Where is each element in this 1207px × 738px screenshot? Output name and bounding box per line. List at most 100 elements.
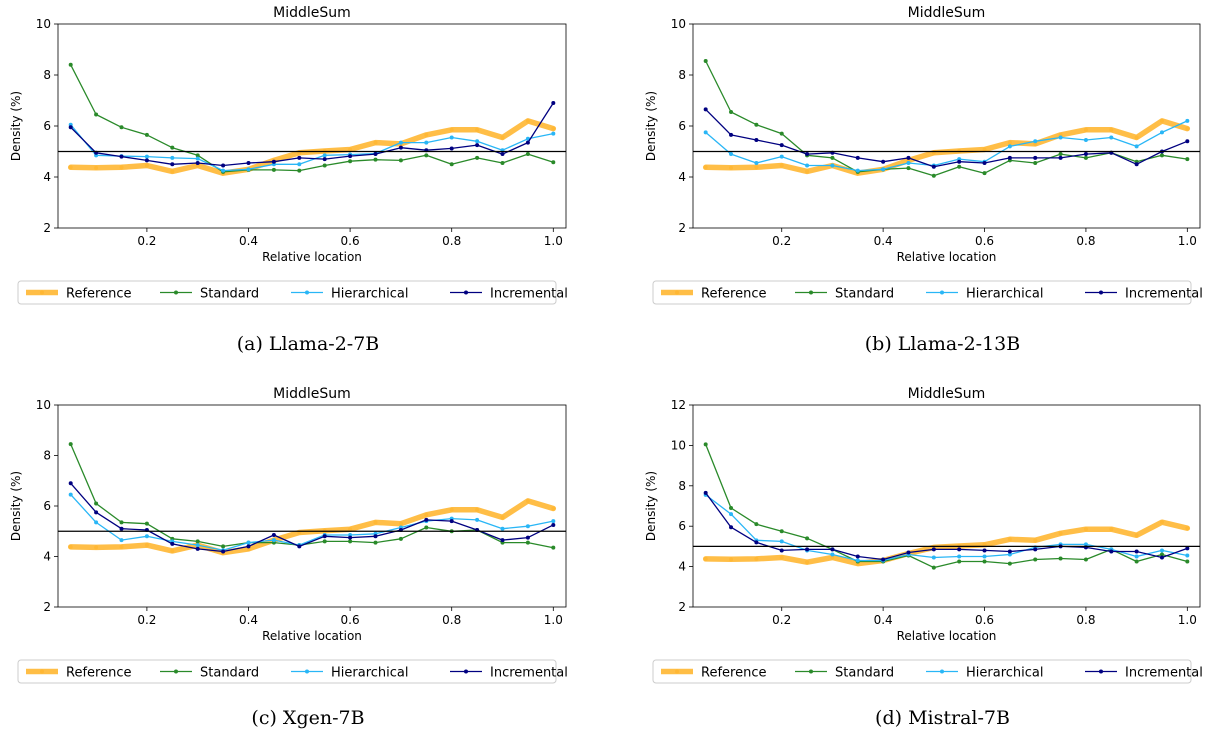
data-point-incremental bbox=[424, 517, 429, 522]
data-point-incremental bbox=[449, 519, 454, 524]
data-point-standard bbox=[398, 536, 403, 541]
data-point-reference bbox=[1159, 118, 1164, 123]
data-point-incremental bbox=[297, 544, 302, 549]
data-point-standard bbox=[1185, 559, 1190, 564]
data-point-standard bbox=[957, 164, 962, 169]
data-point-hierarchical bbox=[931, 555, 936, 560]
legend-marker bbox=[40, 669, 44, 674]
data-point-standard bbox=[805, 536, 810, 541]
x-axis-label: Relative location bbox=[262, 250, 362, 264]
data-point-incremental bbox=[221, 549, 226, 554]
x-tick-label: 1.0 bbox=[1178, 613, 1197, 627]
x-tick-label: 0.6 bbox=[341, 613, 360, 627]
data-point-standard bbox=[779, 529, 784, 534]
data-point-hierarchical bbox=[1185, 553, 1190, 558]
y-tick-label: 2 bbox=[43, 600, 51, 614]
data-point-incremental bbox=[779, 548, 784, 553]
data-point-standard bbox=[195, 539, 200, 544]
data-point-reference bbox=[1007, 140, 1012, 145]
plot-area bbox=[693, 442, 1200, 570]
y-tick-label: 8 bbox=[43, 68, 51, 82]
legend-label-hierarchical: Hierarchical bbox=[331, 666, 408, 681]
data-point-hierarchical bbox=[246, 540, 251, 545]
data-point-reference bbox=[449, 507, 454, 512]
chart-panel-4: MiddleSum 0.2 0.4 0.6 0.8 1.0 2 4 6 8 10 12 Relative… bbox=[644, 386, 1203, 729]
data-point-incremental bbox=[1058, 155, 1063, 160]
chart-panel-1: MiddleSum 0.2 0.4 0.6 0.8 1.0 2 4 6 8 10 Relative l… bbox=[9, 5, 568, 355]
x-tick-label: 1.0 bbox=[544, 613, 563, 627]
data-point-reference bbox=[1058, 531, 1063, 536]
data-point-standard bbox=[982, 171, 987, 176]
data-point-incremental bbox=[957, 547, 962, 552]
plot-area bbox=[693, 58, 1200, 178]
x-tick-label: 0.6 bbox=[341, 234, 360, 248]
series-line-hierarchical bbox=[70, 124, 554, 172]
data-point-reference bbox=[982, 147, 987, 152]
data-point-reference bbox=[119, 544, 124, 549]
legend-marker bbox=[940, 669, 944, 674]
data-point-reference bbox=[729, 165, 734, 170]
data-point-standard bbox=[1083, 155, 1088, 160]
x-tick-label: 0.8 bbox=[442, 234, 461, 248]
x-tick-label: 0.2 bbox=[772, 613, 791, 627]
chart-title: MiddleSum bbox=[908, 5, 986, 21]
data-point-reference bbox=[754, 556, 759, 561]
data-point-hierarchical bbox=[68, 492, 73, 497]
data-point-standard bbox=[525, 540, 530, 545]
data-point-incremental bbox=[551, 101, 556, 106]
data-point-reference bbox=[551, 506, 556, 511]
data-point-incremental bbox=[1007, 549, 1012, 554]
data-point-incremental bbox=[398, 145, 403, 150]
data-point-incremental bbox=[1007, 155, 1012, 160]
data-point-standard bbox=[119, 520, 124, 525]
data-point-standard bbox=[1159, 153, 1164, 158]
data-point-hierarchical bbox=[1083, 138, 1088, 143]
y-tick-label: 8 bbox=[43, 449, 51, 463]
data-point-reference bbox=[779, 555, 784, 560]
data-point-standard bbox=[373, 157, 378, 162]
y-tick-label: 8 bbox=[678, 479, 686, 493]
data-point-incremental bbox=[373, 534, 378, 539]
legend-label-incremental: Incremental bbox=[1125, 666, 1203, 681]
data-point-standard bbox=[322, 539, 327, 544]
data-point-reference bbox=[449, 127, 454, 132]
legend-marker bbox=[174, 290, 178, 295]
data-point-reference bbox=[424, 512, 429, 517]
data-point-reference bbox=[424, 132, 429, 137]
data-point-reference bbox=[144, 543, 149, 548]
data-point-hierarchical bbox=[1185, 118, 1190, 123]
x-tick-label: 0.4 bbox=[874, 234, 893, 248]
x-axis-label: Relative location bbox=[897, 629, 997, 643]
data-point-standard bbox=[906, 166, 911, 171]
data-point-hierarchical bbox=[221, 168, 226, 173]
data-point-reference bbox=[94, 545, 99, 550]
x-axis-label: Relative location bbox=[897, 250, 997, 264]
data-point-reference bbox=[94, 165, 99, 170]
legend-label-incremental: Incremental bbox=[1125, 287, 1203, 302]
data-point-standard bbox=[297, 168, 302, 173]
data-point-standard bbox=[271, 167, 276, 172]
x-tick-label: 0.2 bbox=[137, 234, 156, 248]
data-point-hierarchical bbox=[1109, 135, 1114, 140]
data-point-incremental bbox=[170, 162, 175, 167]
series-line-incremental bbox=[705, 492, 1188, 561]
data-point-hierarchical bbox=[855, 558, 860, 563]
chart-panel-3: MiddleSum 0.2 0.4 0.6 0.8 1.0 2 4 6 8 10 Relative l… bbox=[9, 386, 568, 729]
plot-frame bbox=[692, 404, 1201, 608]
data-point-reference bbox=[703, 165, 708, 170]
data-point-reference bbox=[703, 556, 708, 561]
figure-caption: (a) Llama-2-7B bbox=[237, 333, 380, 355]
data-point-reference bbox=[144, 163, 149, 168]
data-point-reference bbox=[525, 498, 530, 503]
data-point-hierarchical bbox=[830, 552, 835, 557]
x-axis-label: Relative location bbox=[262, 629, 362, 643]
data-point-hierarchical bbox=[297, 162, 302, 167]
series-line-reference bbox=[702, 118, 1191, 176]
legend-box bbox=[17, 659, 557, 684]
plot-area bbox=[58, 442, 566, 556]
x-tick-label: 0.8 bbox=[442, 613, 461, 627]
data-point-standard bbox=[551, 545, 556, 550]
legend-label-reference: Reference bbox=[701, 666, 766, 681]
data-point-hierarchical bbox=[729, 152, 734, 157]
data-point-reference bbox=[373, 140, 378, 145]
